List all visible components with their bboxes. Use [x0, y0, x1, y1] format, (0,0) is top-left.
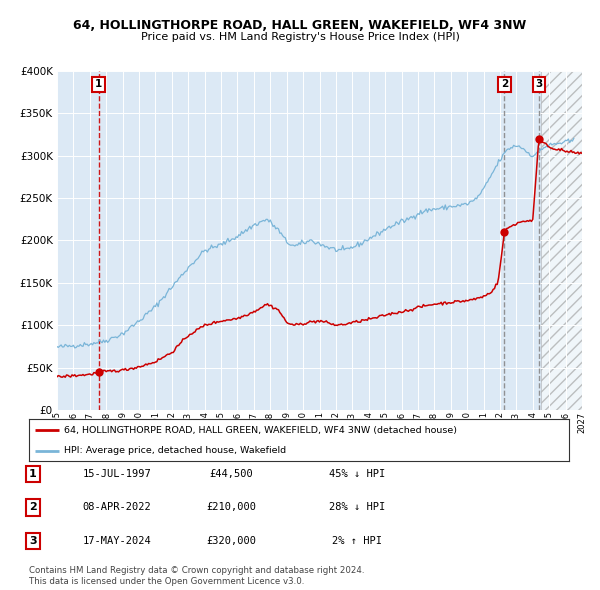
Text: 2% ↑ HPI: 2% ↑ HPI	[332, 536, 382, 546]
Text: 28% ↓ HPI: 28% ↓ HPI	[329, 503, 385, 512]
Text: 1: 1	[95, 79, 103, 89]
Text: 08-APR-2022: 08-APR-2022	[83, 503, 151, 512]
Text: 64, HOLLINGTHORPE ROAD, HALL GREEN, WAKEFIELD, WF4 3NW (detached house): 64, HOLLINGTHORPE ROAD, HALL GREEN, WAKE…	[64, 426, 457, 435]
Text: This data is licensed under the Open Government Licence v3.0.: This data is licensed under the Open Gov…	[29, 577, 304, 586]
Text: Contains HM Land Registry data © Crown copyright and database right 2024.: Contains HM Land Registry data © Crown c…	[29, 566, 364, 575]
Text: Price paid vs. HM Land Registry's House Price Index (HPI): Price paid vs. HM Land Registry's House …	[140, 32, 460, 42]
Text: 45% ↓ HPI: 45% ↓ HPI	[329, 469, 385, 478]
Text: HPI: Average price, detached house, Wakefield: HPI: Average price, detached house, Wake…	[64, 446, 286, 455]
Text: 15-JUL-1997: 15-JUL-1997	[83, 469, 151, 478]
Text: £210,000: £210,000	[206, 503, 256, 512]
Text: 2: 2	[501, 79, 508, 89]
Text: 1: 1	[29, 469, 37, 478]
Text: 3: 3	[535, 79, 542, 89]
Text: 17-MAY-2024: 17-MAY-2024	[83, 536, 151, 546]
Text: £44,500: £44,500	[209, 469, 253, 478]
Text: 3: 3	[29, 536, 37, 546]
Text: 2: 2	[29, 503, 37, 512]
Text: 64, HOLLINGTHORPE ROAD, HALL GREEN, WAKEFIELD, WF4 3NW: 64, HOLLINGTHORPE ROAD, HALL GREEN, WAKE…	[73, 19, 527, 32]
Text: £320,000: £320,000	[206, 536, 256, 546]
